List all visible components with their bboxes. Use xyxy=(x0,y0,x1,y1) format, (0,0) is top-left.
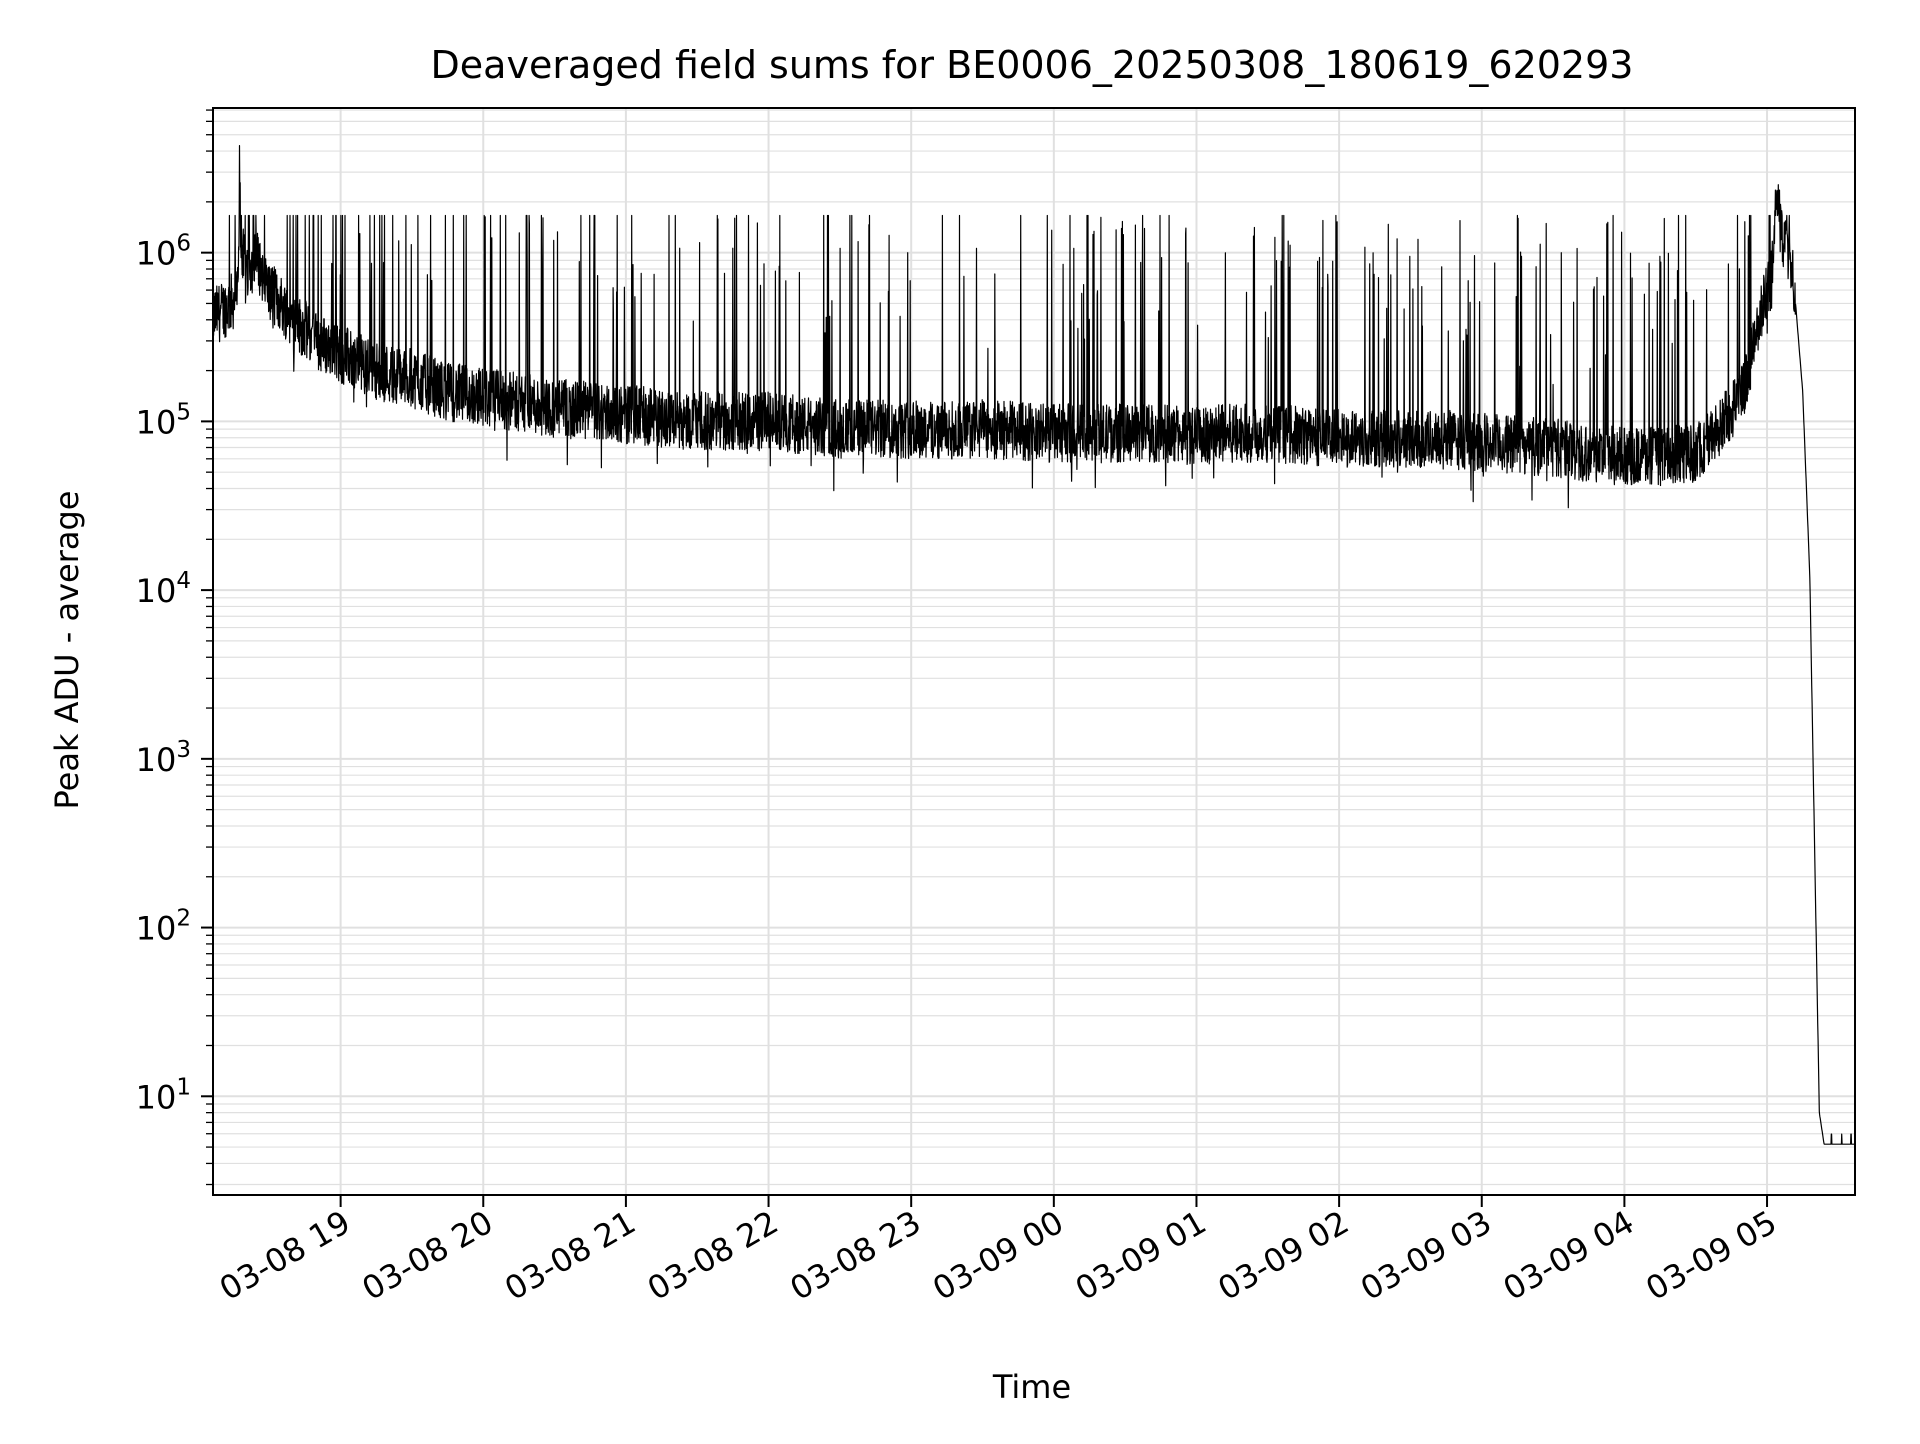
y-tick-label: 106 xyxy=(136,231,191,273)
y-tick-label: 103 xyxy=(136,737,191,779)
y-tick-label: 105 xyxy=(136,399,191,441)
y-axis-label: Peak ADU - average xyxy=(48,491,86,810)
y-tick-label: 102 xyxy=(136,906,191,948)
x-axis-label: Time xyxy=(992,1368,1071,1406)
plot-frame xyxy=(212,107,1856,1196)
y-tick-label: 104 xyxy=(136,568,191,610)
series-line xyxy=(212,145,1856,1145)
y-tick-label: 101 xyxy=(136,1074,191,1116)
chart-title: Deaveraged field sums for BE0006_2025030… xyxy=(431,43,1634,87)
data-layer xyxy=(212,145,1856,1145)
